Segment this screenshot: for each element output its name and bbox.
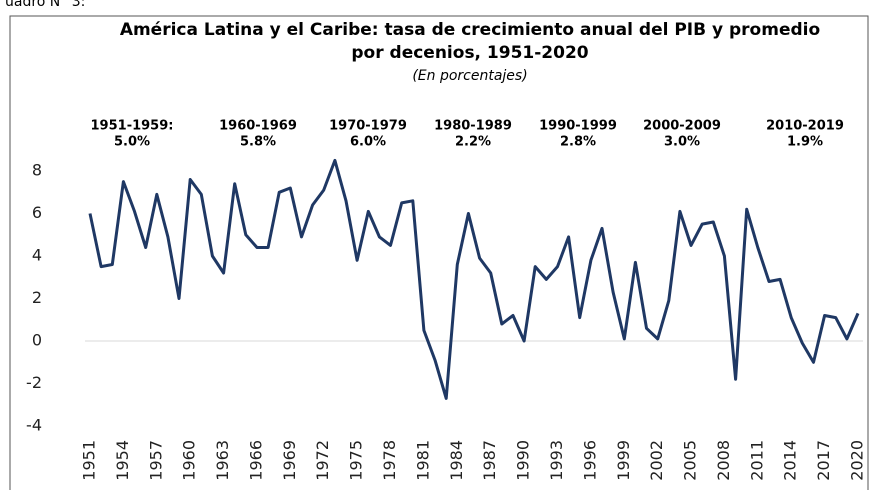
decade-label: 1990-1999 [539, 119, 617, 134]
decade-average: 1.9% [787, 135, 823, 150]
x-tick-label: 1957 [146, 440, 165, 481]
chart-title: América Latina y el Caribe: tasa de crec… [120, 20, 820, 40]
x-tick-label: 1990 [514, 440, 533, 481]
x-tick-label: 1978 [380, 440, 399, 481]
frame [9, 15, 869, 490]
x-tick-label: 1966 [246, 440, 265, 481]
decade-label: 1980-1989 [434, 119, 512, 134]
x-tick-label: 1951 [80, 440, 99, 481]
decade-average: 2.2% [455, 135, 491, 150]
x-tick-label: 2011 [747, 440, 766, 481]
x-tick-label: 2005 [681, 440, 700, 481]
x-tick-label: 1963 [213, 440, 232, 481]
decade-label: 1951-1959: [91, 119, 174, 134]
x-tick-label: 1969 [280, 440, 299, 481]
chart-title: por decenios, 1951-2020 [351, 43, 588, 63]
y-tick-label: 4 [32, 246, 42, 265]
x-tick-label: 1954 [113, 440, 132, 481]
y-tick-label: 8 [32, 161, 42, 180]
decade-average: 3.0% [664, 135, 700, 150]
chart-subtitle: (En porcentajes) [412, 68, 527, 84]
x-tick-label: 1996 [580, 440, 599, 481]
x-tick-label: 1975 [347, 440, 366, 481]
decade-average: 6.0% [350, 135, 386, 150]
caption: uadro N° 3: [5, 0, 85, 10]
decade-average: 5.8% [240, 135, 276, 150]
x-tick-label: 1960 [180, 440, 199, 481]
x-tick-label: 1999 [614, 440, 633, 481]
x-tick-label: 1972 [313, 440, 332, 481]
x-tick-label: 1987 [480, 440, 499, 481]
x-tick-label: 2014 [781, 440, 800, 481]
y-tick-label: 0 [32, 331, 42, 350]
decade-label: 2010-2019 [766, 119, 844, 134]
y-tick-label: 2 [32, 288, 42, 307]
x-tick-label: 2017 [814, 440, 833, 481]
decade-label: 1970-1979 [329, 119, 407, 134]
series-line [88, 158, 860, 400]
decade-average: 2.8% [560, 135, 596, 150]
x-tick-label: 2008 [714, 440, 733, 481]
decade-average: 5.0% [114, 135, 150, 150]
x-tick-label: 1984 [447, 440, 466, 481]
x-tick-label: 1993 [547, 440, 566, 481]
y-tick-label: 6 [32, 203, 42, 222]
decade-label: 1960-1969 [219, 119, 297, 134]
x-tick-label: 2020 [848, 440, 867, 481]
x-tick-label: 2002 [647, 440, 666, 481]
decade-label: 2000-2009 [643, 119, 721, 134]
x-tick-label: 1981 [413, 440, 432, 481]
y-tick-label: -2 [26, 373, 42, 392]
y-tick-label: -4 [26, 416, 42, 435]
